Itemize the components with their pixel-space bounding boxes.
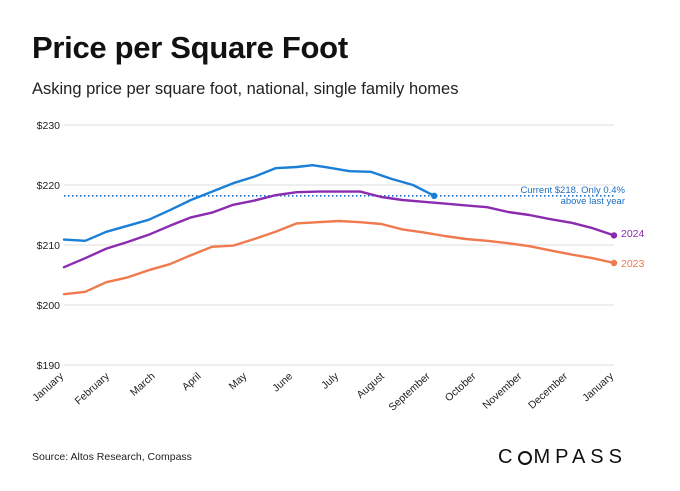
series-line-2023 bbox=[64, 221, 614, 294]
series-label-2023: 2023 bbox=[621, 258, 645, 270]
compass-logo: C MPASS bbox=[498, 446, 627, 469]
x-tick-label: June bbox=[270, 370, 295, 394]
series-line-2024 bbox=[64, 192, 614, 268]
line-chart: $190$200$210$220$230January February March… bbox=[0, 0, 680, 491]
y-tick-label: $220 bbox=[37, 180, 61, 192]
x-tick-label: March bbox=[128, 370, 158, 399]
x-tick-label: December bbox=[526, 370, 570, 412]
y-tick-label: $230 bbox=[37, 120, 61, 132]
series-end-marker-2024 bbox=[611, 232, 617, 238]
y-tick-label: $200 bbox=[37, 300, 61, 312]
x-tick-label: January bbox=[30, 370, 66, 404]
x-tick-label: January bbox=[580, 370, 616, 404]
x-tick-label: April bbox=[180, 370, 204, 393]
x-tick-label: February bbox=[73, 370, 113, 408]
annotation-line: Current $218. Only 0.4% bbox=[520, 185, 625, 196]
series-label-2024: 2024 bbox=[621, 228, 645, 240]
x-tick-label: May bbox=[227, 370, 250, 393]
series-end-marker-current bbox=[431, 193, 437, 199]
x-tick-label: July bbox=[319, 370, 341, 392]
series-end-marker-2023 bbox=[611, 260, 617, 266]
x-tick-label: August bbox=[355, 370, 387, 401]
annotation-line: above last year bbox=[561, 196, 625, 207]
x-tick-label: September bbox=[386, 370, 433, 414]
x-tick-label: October bbox=[443, 370, 479, 404]
y-tick-label: $210 bbox=[37, 240, 61, 252]
x-tick-label: November bbox=[480, 370, 524, 412]
source-note: Source: Altos Research, Compass bbox=[32, 451, 192, 463]
series-line-current bbox=[64, 165, 434, 241]
